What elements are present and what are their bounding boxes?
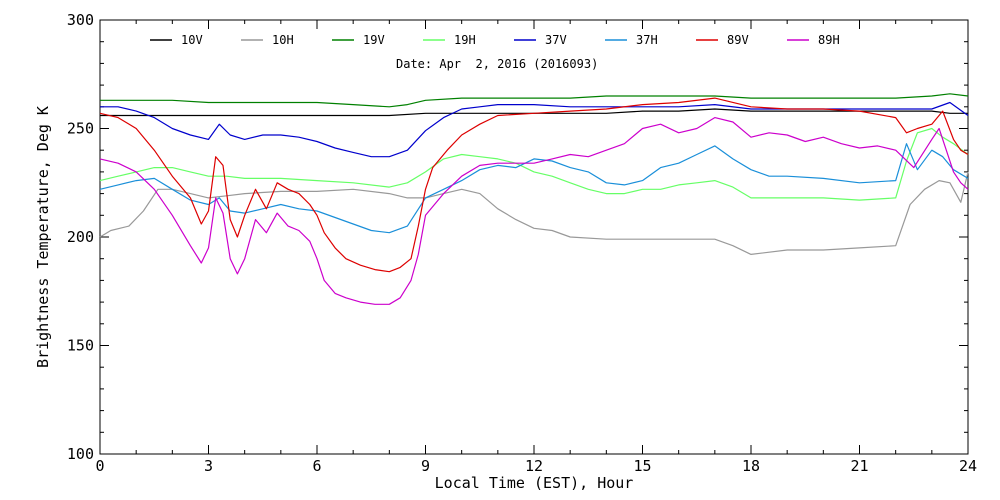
x-tick-label: 3 — [204, 457, 213, 475]
x-tick-label: 18 — [742, 457, 760, 475]
legend-label-19h: 19H — [454, 33, 476, 47]
x-tick-label: 6 — [312, 457, 321, 475]
chart-subtitle: Date: Apr 2, 2016 (2016093) — [396, 57, 598, 71]
y-tick-label: 200 — [67, 228, 94, 246]
y-tick-label: 100 — [67, 445, 94, 463]
x-tick-label: 24 — [959, 457, 977, 475]
series-line-10h — [99, 171, 969, 255]
series-line-37h — [99, 143, 969, 234]
legend-label-10v: 10V — [181, 33, 203, 47]
x-tick-label: 9 — [421, 457, 430, 475]
series-lines — [99, 93, 969, 305]
legend-label-10h: 10H — [272, 33, 294, 47]
x-tick-label: 12 — [525, 457, 543, 475]
legend-label-89h: 89H — [818, 33, 840, 47]
series-line-19h — [99, 127, 969, 201]
series-line-89h — [99, 116, 969, 305]
series-line-89v — [99, 97, 969, 273]
x-axis-title: Local Time (EST), Hour — [435, 474, 634, 492]
plot-frame — [99, 19, 969, 455]
y-tick-label: 150 — [67, 337, 94, 355]
legend-label-37h: 37H — [636, 33, 658, 47]
y-axis-ticks: 100 150 200 250 300 — [67, 11, 968, 463]
x-tick-label: 0 — [95, 457, 104, 475]
legend-label-37v: 37V — [545, 33, 567, 47]
x-tick-label: 21 — [850, 457, 868, 475]
x-axis-ticks: 0 3 6 9 12 15 18 21 24 — [95, 20, 977, 475]
legend-label-89v: 89V — [727, 33, 749, 47]
y-tick-label: 300 — [67, 11, 94, 29]
series-line-19v — [100, 93, 969, 108]
y-tick-label: 250 — [67, 120, 94, 138]
legend-label-19v: 19V — [363, 33, 385, 47]
y-axis-title: Brightness Temperature, Deg K — [34, 106, 52, 368]
legend: 10V 10H 19V 19H 37V 37H 89V 89H — [150, 33, 840, 47]
x-tick-label: 15 — [633, 457, 651, 475]
